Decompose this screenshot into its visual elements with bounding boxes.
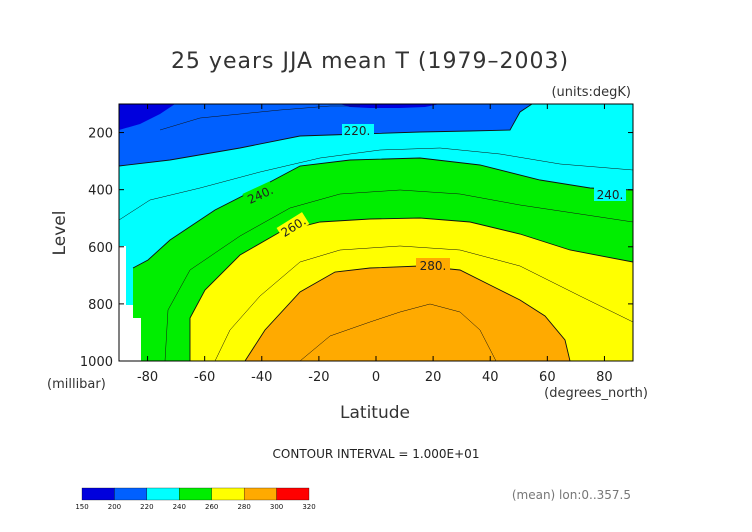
- colorbar-label: 260: [205, 503, 218, 511]
- contour-label-240-right: 240.: [597, 188, 624, 202]
- y-tick-label: 600: [88, 241, 113, 256]
- colorbar-swatch: [276, 487, 310, 501]
- colorbar-swatch: [243, 487, 277, 501]
- missing-area: [119, 246, 141, 361]
- colorbar: 150 200 220 240 260 280 300 320: [75, 487, 316, 511]
- colorbar-label: 320: [302, 503, 315, 511]
- colorbar-label: 300: [270, 503, 283, 511]
- x-tick-label: 80: [596, 370, 613, 385]
- colorbar-label: 240: [173, 503, 186, 511]
- contour-fills: [119, 104, 633, 361]
- contour-line-240: [132, 157, 633, 269]
- x-tick-label: -40: [251, 370, 272, 385]
- contour-label-280: 280.: [420, 259, 447, 273]
- contour-line-250: [164, 189, 633, 361]
- contour-line-230: [119, 147, 633, 221]
- contour-line-210: [159, 105, 360, 131]
- colorbar-label: 280: [237, 503, 250, 511]
- y-tick-label: 800: [88, 298, 113, 313]
- colorbar-swatch: [211, 487, 245, 501]
- contour-line-290: [299, 303, 497, 361]
- band-280-290: [245, 266, 570, 361]
- colorbar-swatch: [146, 487, 180, 501]
- y-tick-label: 1000: [80, 355, 113, 370]
- colorbar-swatch: [114, 487, 148, 501]
- x-tick-label: -60: [194, 370, 215, 385]
- x-tick-label: 40: [482, 370, 499, 385]
- y-tick-label: 400: [88, 184, 113, 199]
- x-unit-label: (degrees_north): [544, 386, 648, 401]
- x-tick-label: 60: [539, 370, 556, 385]
- x-tick-label: 0: [372, 370, 380, 385]
- y-unit-label: (millibar): [47, 377, 106, 392]
- x-tick-label: -20: [308, 370, 329, 385]
- band-below-200-top: [340, 104, 440, 108]
- colorbar-swatch: [81, 487, 115, 501]
- colorbar-label: 200: [108, 503, 121, 511]
- band-below-200: [119, 104, 175, 130]
- colorbar-swatch: [179, 487, 212, 501]
- footer-note: (mean) lon:0..357.5: [512, 488, 631, 502]
- y-axis-ticks: 200 400 600 800 1000: [80, 127, 633, 370]
- y-tick-label: 200: [88, 127, 113, 142]
- x-tick-label: -80: [137, 370, 158, 385]
- contour-line-260: [189, 217, 633, 361]
- contour-interval-text: CONTOUR INTERVAL = 1.000E+01: [273, 447, 480, 461]
- x-axis-label: Latitude: [340, 403, 410, 423]
- units-label: (units:degK): [551, 85, 631, 100]
- contour-line-270: [214, 245, 633, 361]
- x-tick-label: 20: [425, 370, 442, 385]
- y-axis-label: Level: [50, 211, 70, 256]
- chart-title: 25 years JJA mean T (1979–2003): [171, 49, 569, 74]
- colorbar-label: 150: [75, 503, 88, 511]
- contour-label-220: 220.: [344, 124, 371, 138]
- colorbar-label: 220: [140, 503, 153, 511]
- contour-line-220: [119, 104, 533, 167]
- x-axis-ticks: -80 -60 -40 -20 0 20 40 60 80: [137, 104, 613, 385]
